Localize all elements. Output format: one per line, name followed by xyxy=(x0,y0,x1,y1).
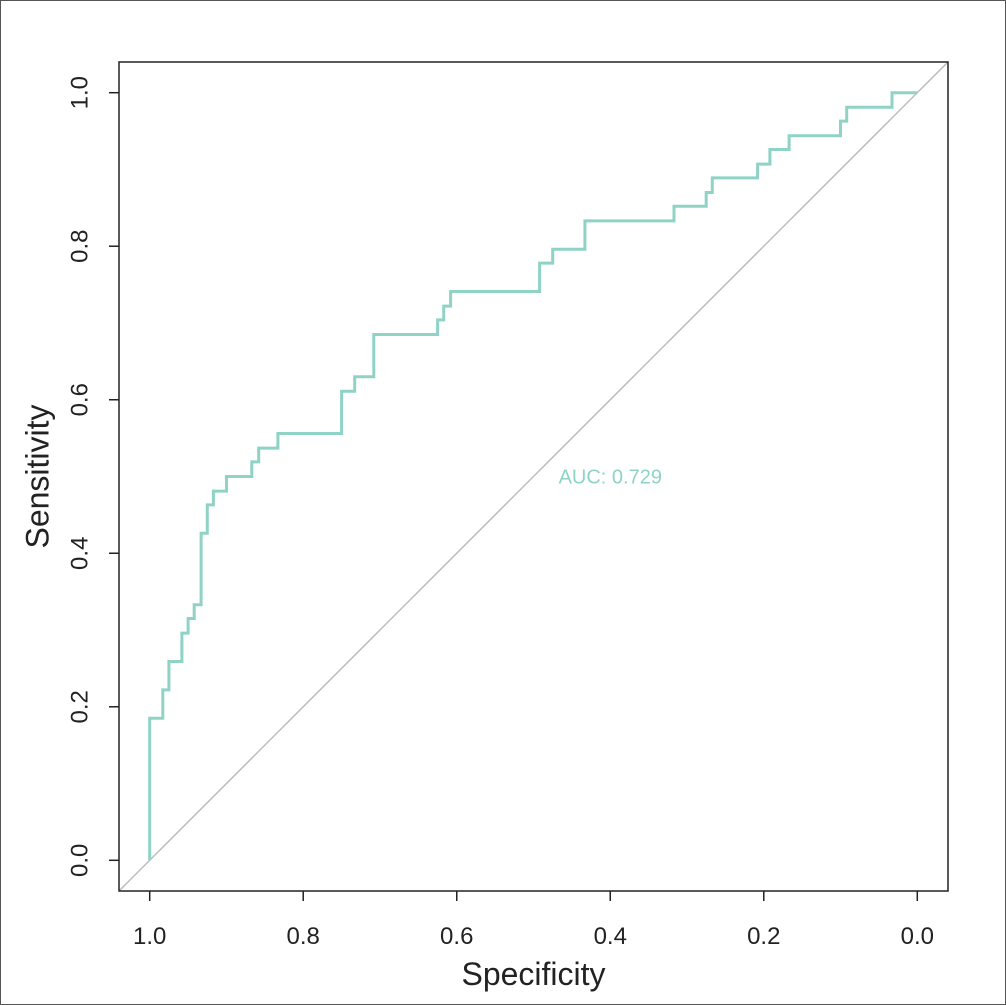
x-tick-label: 0.2 xyxy=(747,923,780,950)
reference-diagonal-layer xyxy=(118,61,949,892)
y-tick-label: 1.0 xyxy=(66,76,93,109)
roc-curve-line xyxy=(148,91,918,861)
auc-annotation: AUC: 0.729 xyxy=(559,467,662,489)
reference-diagonal-line xyxy=(118,61,949,892)
x-tick-label: 0.0 xyxy=(901,923,934,950)
y-axis-label: Sensitivity xyxy=(19,404,55,548)
x-tick-label: 1.0 xyxy=(133,923,166,950)
plot-area-border xyxy=(118,61,949,892)
x-tick-label: 0.8 xyxy=(287,923,320,950)
y-tick-label: 0.4 xyxy=(66,537,93,570)
x-tick-label: 0.4 xyxy=(594,923,627,950)
y-tick-label: 0.2 xyxy=(66,690,93,723)
x-axis-label: Specificity xyxy=(461,956,605,992)
y-tick-label: 0.6 xyxy=(66,383,93,416)
y-tick-label: 0.8 xyxy=(66,230,93,263)
x-tick-label: 0.6 xyxy=(440,923,473,950)
x-axis: 1.0 0.8 0.6 0.4 0.2 0.0 xyxy=(133,891,934,950)
y-tick-label: 0.0 xyxy=(66,844,93,877)
roc-curve-layer xyxy=(148,91,918,861)
y-axis: 0.0 0.2 0.4 0.6 0.8 1.0 xyxy=(66,76,119,877)
